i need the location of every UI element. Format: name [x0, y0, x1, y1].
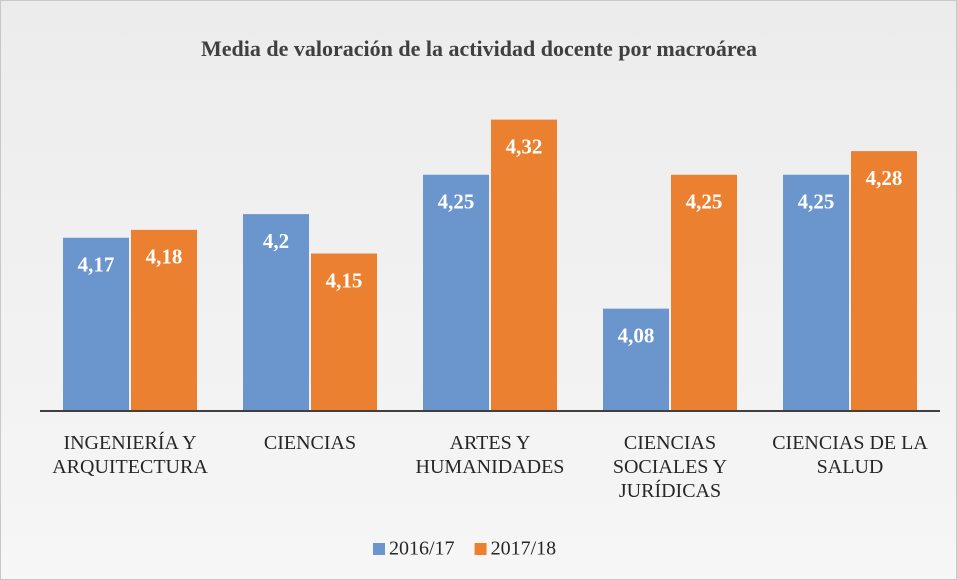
data-label: 4,32 [506, 134, 543, 158]
legend-swatch [373, 543, 385, 555]
legend-label: 2016/17 [389, 538, 455, 560]
bar [603, 308, 669, 411]
x-tick-label: CIENCIAS SOCIALES Y JURÍDICAS [612, 432, 728, 502]
bar [311, 253, 377, 411]
data-label: 4,08 [618, 323, 655, 347]
data-label: 4,18 [146, 245, 183, 269]
x-tick-label: ARTES Y HUMANIDADES [415, 432, 565, 478]
data-label: 4,15 [326, 268, 363, 292]
x-tick-label: CIENCIAS DE LA SALUD [772, 432, 928, 478]
data-label: 4,2 [263, 229, 289, 253]
bar [491, 119, 557, 411]
legend-label: 2017/18 [491, 538, 557, 560]
bar [423, 174, 489, 411]
data-label: 4,28 [866, 166, 903, 190]
bar [851, 151, 917, 411]
data-label: 4,25 [686, 190, 723, 214]
x-tick-label: INGENIERÍA Y ARQUITECTURA [52, 432, 208, 478]
bar [671, 174, 737, 411]
x-tick-label: CIENCIAS [263, 432, 357, 454]
data-label: 4,17 [78, 253, 115, 277]
bar [131, 229, 197, 411]
bar [63, 237, 129, 411]
chart-title: Media de valoración de la actividad doce… [201, 36, 757, 61]
legend-swatch [474, 543, 487, 555]
bar [243, 214, 309, 411]
data-label: 4,25 [438, 190, 475, 214]
data-label: 4,25 [798, 190, 835, 214]
bar [783, 174, 849, 411]
